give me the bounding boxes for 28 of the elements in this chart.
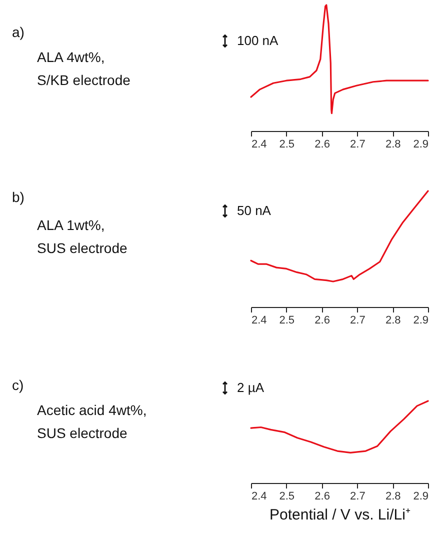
x-tick-label: 2.9: [413, 314, 428, 326]
x-tick-label: 2.9: [413, 138, 428, 150]
x-tick-label: 2.7: [350, 138, 366, 150]
x-tick-label: 2.6: [314, 314, 330, 326]
text: ALA 1wt%, SUS electrode: [37, 217, 128, 256]
x-tick-label: 2.5: [279, 138, 295, 150]
x-tick-label: 2.8: [385, 314, 401, 326]
text: Acetic acid 4wt%, SUS electrode: [37, 402, 147, 441]
x-axis-title: Potential / V vs. Li/Li⁺: [270, 506, 410, 524]
annotation: 50 nA: [237, 203, 272, 218]
text: 2 µA: [237, 380, 264, 395]
text: ALA 4wt%, S/KB electrode: [37, 49, 131, 88]
x-tick-label: 2.6: [314, 138, 330, 150]
text: c): [12, 377, 24, 393]
x-tick-label: 2.5: [279, 314, 295, 326]
annotation: 100 nA: [237, 33, 279, 48]
text: a): [12, 24, 24, 40]
x-tick-label: 2.7: [350, 490, 366, 502]
x-tick-label: 2.5: [279, 490, 295, 502]
x-tick-label: 2.9: [413, 490, 428, 502]
x-tick-label: 2.4: [252, 314, 267, 326]
x-tick-label: 2.7: [350, 314, 366, 326]
x-tick-label: 2.8: [385, 490, 401, 502]
x-tick-label: 2.4: [252, 490, 267, 502]
x-tick-label: 2.6: [314, 490, 330, 502]
text: b): [12, 189, 24, 205]
x-tick-label: 2.8: [385, 138, 401, 150]
x-tick-label: 2.4: [252, 138, 267, 150]
